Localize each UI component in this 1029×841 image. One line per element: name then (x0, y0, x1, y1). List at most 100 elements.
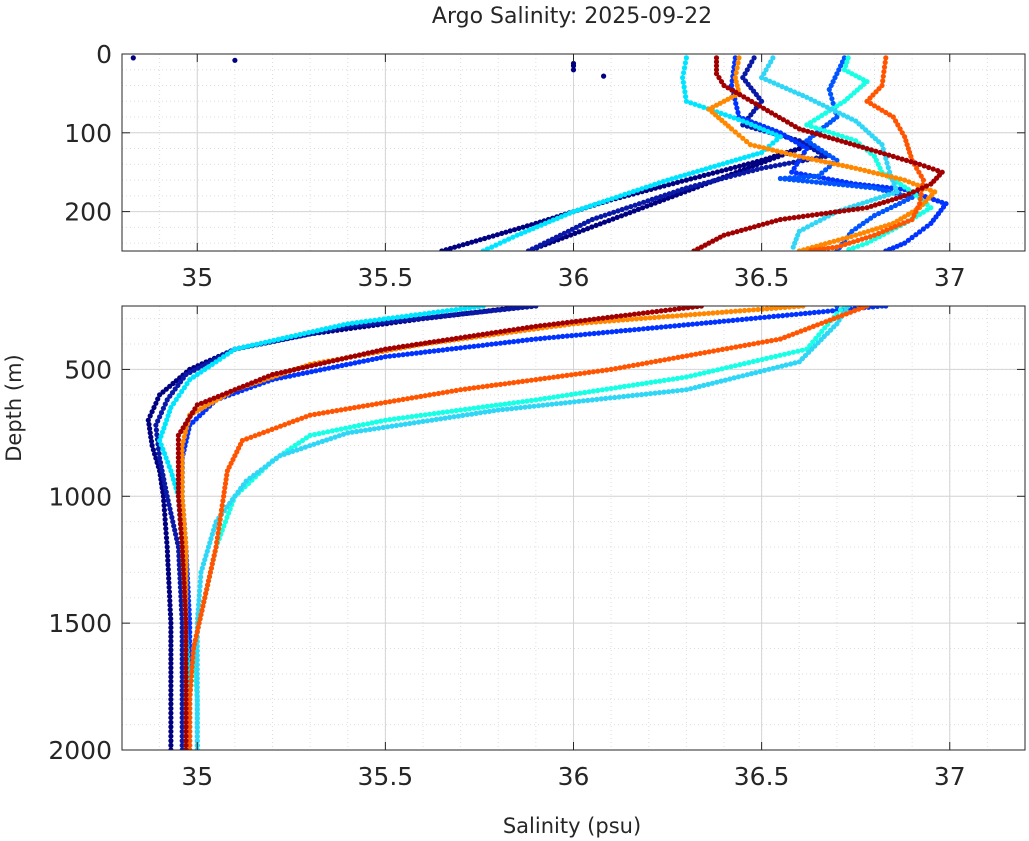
data-point-float-3 (870, 306, 876, 310)
data-point-float-7 (783, 85, 789, 91)
data-point-float-10 (382, 346, 388, 352)
data-point-float-7 (194, 675, 200, 682)
data-point-float-1 (792, 147, 798, 153)
data-point-float-6 (666, 377, 672, 383)
data-point-float-6 (360, 422, 366, 428)
data-point-float-9 (648, 359, 654, 365)
data-point-float-9 (724, 346, 730, 352)
data-point-float-6 (850, 245, 857, 251)
data-point-float-1 (161, 498, 167, 504)
data-point-float-10 (175, 450, 181, 456)
data-point-float-5 (652, 181, 658, 187)
data-point-float-5 (275, 336, 281, 342)
data-point-float-5 (236, 345, 242, 351)
data-point-float-2 (545, 238, 551, 244)
data-point-float-7 (194, 734, 200, 740)
data-point-float-6 (382, 417, 388, 423)
data-point-float-7 (809, 346, 815, 352)
data-point-float-7 (393, 422, 399, 429)
data-point-float-3 (789, 137, 795, 143)
data-point-float-5 (157, 437, 163, 444)
data-point-float-4 (854, 183, 860, 189)
data-point-float-1 (146, 421, 152, 427)
data-point-float-9 (216, 526, 222, 532)
data-point-float-10 (178, 535, 185, 541)
data-point-float-6 (719, 366, 725, 372)
data-point-float-2 (736, 171, 743, 177)
data-point-float-7 (473, 410, 479, 416)
data-point-float-1 (165, 562, 171, 568)
data-point-float-10 (352, 353, 358, 359)
data-point-float-6 (819, 112, 825, 119)
data-point-float-2 (162, 401, 168, 407)
y-tick-label: 1000 (48, 482, 112, 511)
data-point-float-9 (212, 548, 218, 554)
data-point-float-7 (254, 470, 261, 476)
data-point-float-6 (715, 367, 721, 373)
data-point-float-6 (844, 59, 850, 65)
data-point-float-9 (679, 354, 686, 360)
data-point-float-1 (486, 234, 492, 240)
data-point-float-5 (349, 320, 355, 326)
data-point-float-5 (258, 340, 264, 346)
data-point-float-1 (452, 244, 458, 250)
data-point-float-1 (490, 233, 496, 239)
data-point-float-2 (167, 393, 173, 399)
data-point-float-10 (183, 634, 189, 640)
data-point-float-8 (683, 312, 689, 318)
data-point-float-6 (846, 246, 852, 251)
data-point-float-7 (589, 397, 595, 403)
data-point-float-1 (618, 213, 625, 219)
data-point-float-7 (407, 420, 413, 427)
data-point-float-2 (179, 651, 185, 658)
data-point-float-4 (901, 198, 907, 204)
data-point-float-2 (749, 59, 755, 65)
data-point-float-2 (537, 242, 543, 248)
data-point-float-2 (723, 174, 729, 181)
data-point-float-10 (180, 425, 186, 431)
data-point-float-10 (183, 665, 189, 671)
data-point-float-2 (179, 634, 185, 640)
data-point-float-10 (343, 355, 349, 361)
data-point-float-9 (299, 415, 305, 421)
data-point-float-7 (194, 738, 200, 744)
data-point-float-1 (168, 665, 174, 671)
data-point-float-8 (746, 307, 752, 313)
data-point-float-9 (608, 366, 614, 372)
data-point-float-3 (193, 416, 199, 422)
data-point-float-1 (494, 232, 500, 238)
data-point-float-2 (407, 316, 414, 323)
data-point-float-10 (374, 348, 380, 354)
data-point-float-6 (418, 412, 424, 418)
data-point-float-8 (674, 313, 680, 319)
data-point-float-9 (675, 354, 681, 360)
data-point-float-7 (885, 165, 891, 171)
data-point-float-6 (351, 423, 357, 429)
data-point-float-3 (766, 314, 772, 320)
data-point-float-4 (791, 177, 797, 183)
x-tick-label: 37 (934, 263, 966, 292)
data-point-float-8 (795, 306, 802, 309)
data-point-float-5 (376, 317, 382, 323)
data-point-float-2 (623, 205, 630, 211)
data-point-float-5 (168, 404, 174, 411)
data-point-float-1 (168, 660, 174, 667)
data-point-float-7 (840, 112, 847, 118)
data-point-float-6 (830, 130, 837, 137)
data-point-float-8 (755, 306, 761, 313)
data-point-float-9 (719, 346, 726, 352)
data-point-float-6 (621, 383, 628, 389)
data-point-float-2 (179, 674, 185, 680)
data-point-float-3 (775, 313, 781, 319)
data-point-float-8 (629, 316, 635, 322)
data-point-float-10 (832, 209, 838, 215)
data-point-float-3 (748, 316, 754, 322)
data-point-float-6 (873, 157, 880, 163)
data-point-float-7 (376, 425, 382, 431)
data-point-float-7 (389, 423, 395, 429)
data-point-float-10 (444, 337, 450, 343)
data-point-float-10 (183, 683, 189, 689)
data-point-float-4 (782, 176, 788, 182)
data-point-float-8 (181, 434, 187, 440)
